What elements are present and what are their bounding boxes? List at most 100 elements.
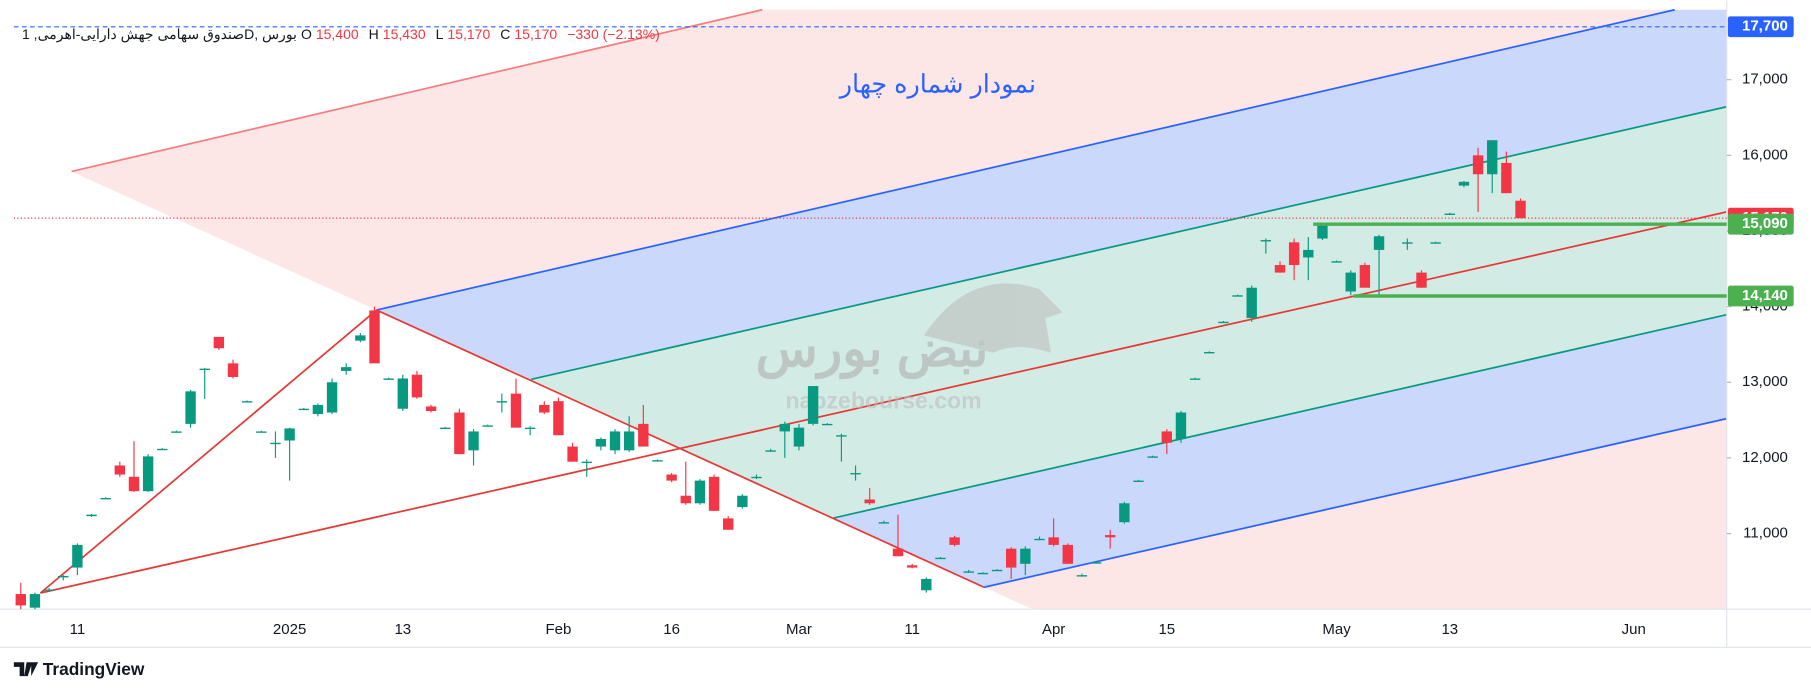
candle-body (822, 423, 833, 426)
ohlc-key: L (435, 26, 444, 42)
candle-body (1260, 240, 1272, 242)
candle-body (29, 594, 41, 608)
candle-body (1005, 548, 1017, 568)
candle-body (326, 382, 338, 413)
fan-line (71, 8, 763, 173)
x-tick-label: 2025 (273, 621, 306, 638)
band-fill (376, 9, 1727, 380)
price-marker (1727, 213, 1794, 235)
watermark-icon (923, 283, 1063, 353)
fork-line (531, 105, 1727, 381)
candle-body (878, 522, 890, 524)
candle-body (227, 363, 239, 377)
x-tick-label: Apr (1042, 621, 1065, 638)
x-tick-label: Mar (786, 621, 812, 638)
candle-body (553, 401, 564, 436)
candle-body (1430, 242, 1441, 244)
candle-body (623, 431, 635, 451)
watermark-name: نبض بورس (756, 320, 989, 380)
candle-body (1345, 272, 1356, 292)
brand-logo (13, 662, 39, 677)
price-marker-label: 14,140 (1742, 287, 1788, 304)
candle-body (1472, 155, 1484, 175)
candle-body (58, 575, 69, 578)
candle-body (114, 465, 126, 475)
candle-body (1204, 352, 1215, 354)
y-tick-label: 17,000 (1742, 71, 1788, 88)
legend-bar: صندوق سهامی جهش دارایی-اهرمی, 1D, بورس O… (22, 26, 666, 43)
candle-body (1034, 538, 1045, 541)
candle-body (369, 310, 380, 364)
candle-body (864, 499, 875, 504)
candle-body (256, 431, 267, 433)
candle-body (892, 548, 904, 557)
candle-body (1515, 200, 1526, 219)
candle-body (539, 404, 550, 413)
candle-body (793, 427, 805, 447)
candle-body (1288, 242, 1300, 266)
candle-body (977, 572, 989, 575)
candle-body (1317, 223, 1328, 239)
candle-body (906, 565, 918, 568)
candle-body (1048, 537, 1059, 545)
candle-body (411, 374, 423, 398)
candle-body (199, 368, 210, 371)
candle-body (425, 406, 437, 412)
candle-body (921, 578, 932, 591)
candle-body (43, 589, 55, 591)
candle-body (355, 335, 366, 341)
candle-body (737, 495, 748, 508)
candle-body (991, 569, 1003, 572)
candle-body (510, 393, 522, 428)
ohlc-value: 15,170 (447, 26, 491, 42)
candle-body (638, 423, 649, 447)
candle-body (1218, 321, 1229, 324)
candle-body (72, 544, 83, 568)
candles (15, 140, 1526, 610)
candle-body (1189, 378, 1201, 380)
pitchfork (39, 8, 1727, 610)
fan-fill (71, 9, 1675, 311)
candle-body (213, 336, 225, 349)
fork-handle (39, 309, 378, 594)
x-tick-label: May (1322, 621, 1351, 638)
x-tick-label: 16 (663, 621, 680, 638)
candle-body (298, 408, 309, 411)
candle-body (1105, 535, 1116, 538)
candle-body (468, 431, 479, 451)
candle-body (1133, 480, 1144, 482)
candle-body (680, 495, 691, 504)
candle-body (1487, 140, 1498, 175)
ohlc-value: 15,430 (382, 26, 426, 42)
candle-body (694, 480, 706, 504)
candle-body (1161, 431, 1173, 443)
candle-body (609, 431, 621, 451)
candle-body (850, 473, 861, 475)
fan-fill (984, 418, 1727, 610)
candle-body (496, 401, 508, 403)
fork-line (983, 417, 1727, 589)
candle-body (1020, 548, 1031, 564)
brand-name: TradingView (43, 659, 145, 679)
candle-body (935, 557, 946, 560)
candle-body (383, 378, 394, 380)
price-marker (1727, 285, 1794, 307)
candle-body (1076, 575, 1088, 577)
candle-body (1501, 162, 1512, 194)
candle-body (171, 431, 182, 433)
candle-body (1119, 503, 1130, 523)
candle-body (779, 423, 791, 432)
x-tick-label: 13 (394, 621, 411, 638)
y-tick-label: 13,000 (1742, 373, 1788, 390)
band-fill (833, 314, 1727, 588)
candle-body (241, 401, 253, 403)
x-tick-label: Jun (1622, 621, 1646, 638)
candle-body (1062, 544, 1073, 564)
fork-line (833, 313, 1727, 519)
x-tick-label: 13 (1441, 621, 1458, 638)
chart-title: نمودار شماره چهار (838, 71, 1036, 100)
candle-body (836, 435, 847, 437)
fork-line (376, 8, 1675, 311)
ohlc-value: 15,400 (315, 26, 359, 42)
